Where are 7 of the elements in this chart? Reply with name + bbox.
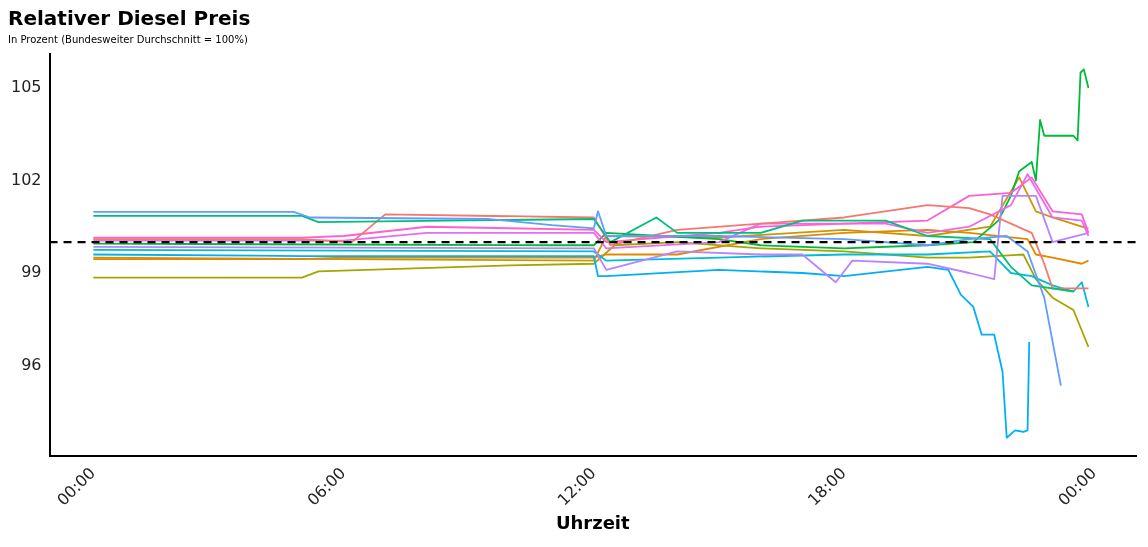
- y-tick-label: 102: [10, 169, 42, 189]
- x-axis-title: Uhrzeit: [555, 511, 631, 533]
- chart-subtitle: In Prozent (Bundesweiter Durchschnitt = 100%): [8, 33, 248, 45]
- y-tick-label: 105: [10, 77, 42, 97]
- chart-title: Relativer Diesel Preis: [8, 6, 251, 31]
- y-tick-label: 99: [21, 262, 42, 282]
- y-tick-label: 96: [21, 354, 42, 374]
